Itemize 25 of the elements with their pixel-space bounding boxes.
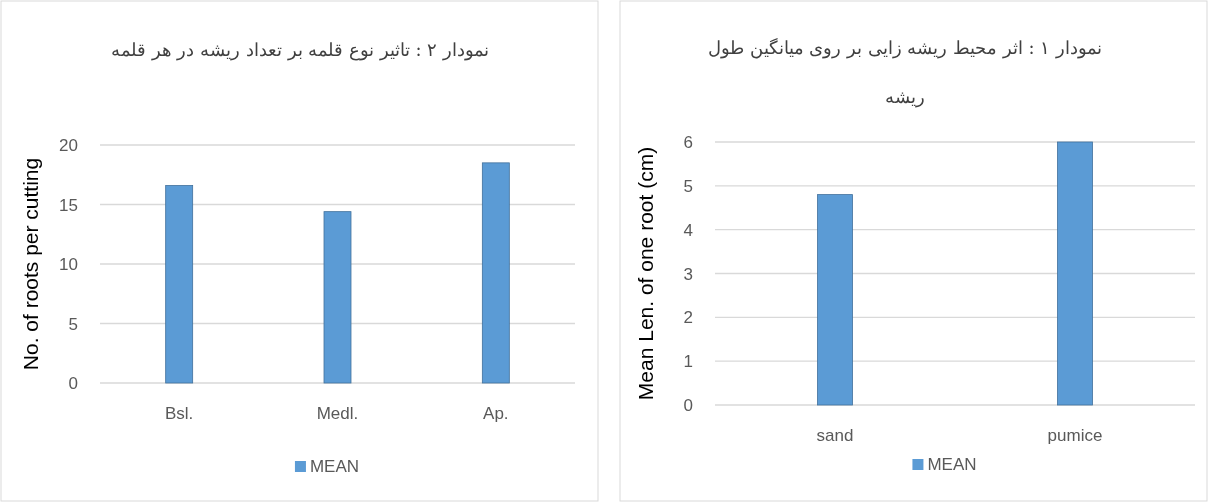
y-axis-title: No. of roots per cutting [19,157,42,371]
y-tick-label: 3 [683,264,693,284]
legend-label: MEAN [309,457,360,476]
y-axis-title: Mean Len. of one root (cm) [634,146,657,401]
legend: MEAN [912,455,977,474]
chart-title: نمودار ۱ : اثر محیط ریشه زایی بر روی میانگین طول ریشه [707,37,1103,107]
y-tick-label: 20 [59,136,78,155]
x-tick-label: pumice [1047,426,1103,445]
chart-title: نمودار ۲ : تاثیر نوع قلمه بر تعداد ریشه در هر قلمه [110,39,490,61]
x-tick-label: Ap. [483,404,509,423]
y-tick-label: 1 [683,352,693,372]
y-tick-label: 0 [683,396,693,415]
y-tick-label: 15 [59,195,78,215]
x-tick-label: Medl. [316,404,359,423]
y-tick-label: 6 [683,133,693,152]
y-tick-label: 10 [59,255,78,274]
x-tick-label: Bsl. [164,404,194,423]
x-tick-label: sand [816,426,854,445]
y-tick-label: 2 [683,308,693,328]
y-tick-label: 5 [683,176,693,196]
legend: MEAN [294,457,360,476]
legend-label: MEAN [927,455,977,474]
y-tick-label: 5 [68,314,78,334]
y-tick-label: 0 [68,374,78,393]
y-tick-label: 4 [683,220,693,240]
